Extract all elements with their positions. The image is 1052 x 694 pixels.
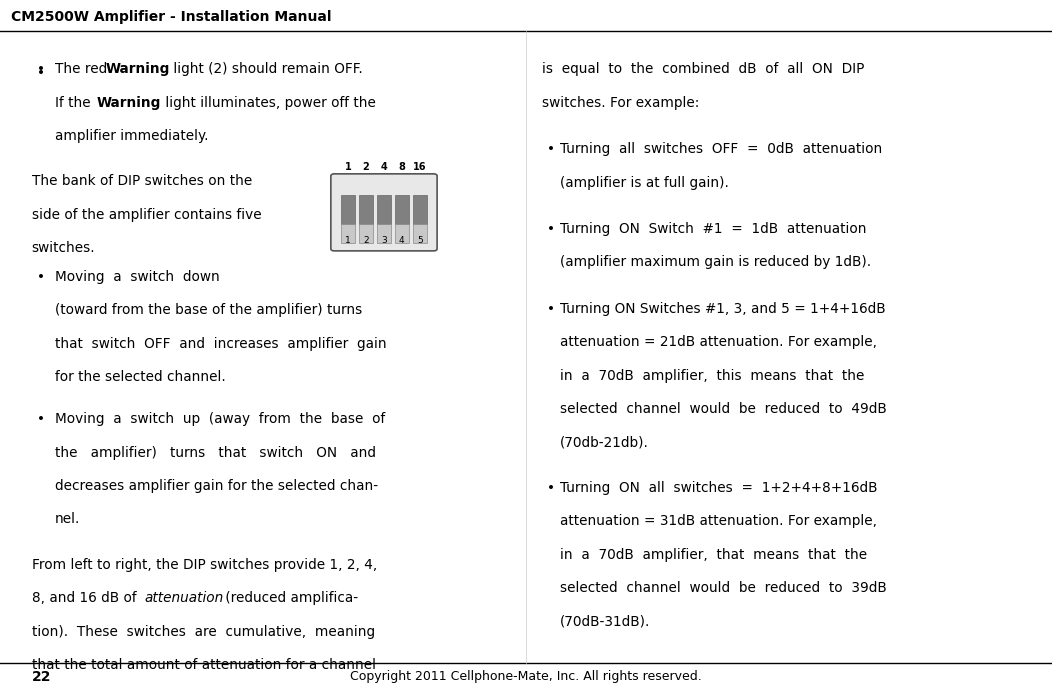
- Text: •: •: [37, 270, 45, 284]
- Text: Turning  ON  all  switches  =  1+2+4+8+16dB: Turning ON all switches = 1+2+4+8+16dB: [560, 481, 877, 495]
- FancyBboxPatch shape: [396, 195, 408, 224]
- Text: 2: 2: [363, 236, 369, 245]
- Text: (toward from the base of the amplifier) turns: (toward from the base of the amplifier) …: [55, 303, 362, 317]
- FancyBboxPatch shape: [378, 224, 391, 243]
- Text: is  equal  to  the  combined  dB  of  all  ON  DIP: is equal to the combined dB of all ON DI…: [542, 62, 864, 76]
- Text: From left to right, the DIP switches provide 1, 2, 4,: From left to right, the DIP switches pro…: [32, 558, 377, 572]
- Text: 4: 4: [381, 162, 387, 172]
- Text: Turning ON Switches #1, 3, and 5 = 1+4+16dB: Turning ON Switches #1, 3, and 5 = 1+4+1…: [560, 302, 886, 316]
- Text: Turning  all  switches  OFF  =  0dB  attenuation: Turning all switches OFF = 0dB attenuati…: [560, 142, 882, 156]
- Text: that  switch  OFF  and  increases  amplifier  gain: that switch OFF and increases amplifier …: [55, 337, 386, 350]
- Text: 4: 4: [399, 236, 405, 245]
- Text: The red: The red: [55, 62, 112, 76]
- Text: decreases amplifier gain for the selected chan-: decreases amplifier gain for the selecte…: [55, 479, 378, 493]
- FancyBboxPatch shape: [360, 224, 373, 243]
- Text: nel.: nel.: [55, 512, 80, 526]
- Text: attenuation = 31dB attenuation. For example,: attenuation = 31dB attenuation. For exam…: [560, 514, 876, 528]
- Text: switches. For example:: switches. For example:: [542, 96, 700, 110]
- Text: that the total amount of attenuation for a channel: that the total amount of attenuation for…: [32, 658, 376, 672]
- Text: •: •: [547, 142, 555, 156]
- FancyBboxPatch shape: [396, 224, 408, 243]
- Text: •: •: [547, 302, 555, 316]
- Text: attenuation: attenuation: [144, 591, 223, 605]
- Text: selected  channel  would  be  reduced  to  39dB: selected channel would be reduced to 39d…: [560, 581, 887, 595]
- Text: •: •: [547, 481, 555, 495]
- Text: 1: 1: [345, 162, 351, 172]
- Text: Warning: Warning: [105, 62, 169, 76]
- FancyBboxPatch shape: [341, 195, 356, 224]
- FancyBboxPatch shape: [412, 224, 427, 243]
- Text: selected  channel  would  be  reduced  to  49dB: selected channel would be reduced to 49d…: [560, 402, 887, 416]
- Text: Turning  ON  Switch  #1  =  1dB  attenuation: Turning ON Switch #1 = 1dB attenuation: [560, 222, 866, 236]
- Text: Copyright 2011 Cellphone-Mate, Inc. All rights reserved.: Copyright 2011 Cellphone-Mate, Inc. All …: [350, 670, 702, 683]
- Text: •: •: [37, 62, 45, 76]
- Text: 8, and 16 dB of: 8, and 16 dB of: [32, 591, 141, 605]
- FancyBboxPatch shape: [360, 195, 373, 224]
- Text: (reduced amplifica-: (reduced amplifica-: [221, 591, 358, 605]
- FancyBboxPatch shape: [412, 195, 427, 224]
- Text: 2: 2: [363, 162, 369, 172]
- Text: CM2500W Amplifier - Installation Manual: CM2500W Amplifier - Installation Manual: [11, 10, 331, 24]
- Text: 8: 8: [399, 162, 405, 172]
- Text: Moving  a  switch  up  (away  from  the  base  of: Moving a switch up (away from the base o…: [55, 412, 385, 426]
- Text: Moving  a  switch  down: Moving a switch down: [55, 270, 220, 284]
- Text: (amplifier is at full gain).: (amplifier is at full gain).: [560, 176, 729, 189]
- Text: light (2) should remain OFF.: light (2) should remain OFF.: [169, 62, 363, 76]
- Text: If the: If the: [55, 96, 95, 110]
- Text: (amplifier maximum gain is reduced by 1dB).: (amplifier maximum gain is reduced by 1d…: [560, 255, 871, 269]
- FancyBboxPatch shape: [330, 174, 438, 251]
- Text: 1: 1: [345, 236, 351, 245]
- Text: (70dB-31dB).: (70dB-31dB).: [560, 614, 650, 628]
- FancyBboxPatch shape: [378, 195, 391, 224]
- Text: The bank of DIP switches on the: The bank of DIP switches on the: [32, 174, 251, 188]
- Text: side of the amplifier contains five: side of the amplifier contains five: [32, 208, 261, 221]
- Text: attenuation = 21dB attenuation. For example,: attenuation = 21dB attenuation. For exam…: [560, 335, 876, 349]
- Text: 5: 5: [417, 236, 423, 245]
- Text: in  a  70dB  amplifier,  this  means  that  the: in a 70dB amplifier, this means that the: [560, 369, 864, 382]
- Text: switches.: switches.: [32, 241, 95, 255]
- Text: •: •: [37, 412, 45, 426]
- Text: (70db-21db).: (70db-21db).: [560, 435, 648, 449]
- Text: Warning: Warning: [97, 96, 161, 110]
- Text: •: •: [37, 66, 49, 80]
- FancyBboxPatch shape: [341, 224, 356, 243]
- Text: light illuminates, power off the: light illuminates, power off the: [161, 96, 376, 110]
- Text: 16: 16: [413, 162, 426, 172]
- Text: for the selected channel.: for the selected channel.: [55, 370, 225, 384]
- Text: 22: 22: [32, 670, 52, 684]
- Text: 3: 3: [381, 236, 387, 245]
- Text: in  a  70dB  amplifier,  that  means  that  the: in a 70dB amplifier, that means that the: [560, 548, 867, 561]
- Text: •: •: [547, 222, 555, 236]
- Text: the   amplifier)   turns   that   switch   ON   and: the amplifier) turns that switch ON and: [55, 446, 376, 459]
- Text: amplifier immediately.: amplifier immediately.: [55, 129, 208, 143]
- Text: tion).  These  switches  are  cumulative,  meaning: tion). These switches are cumulative, me…: [32, 625, 375, 638]
